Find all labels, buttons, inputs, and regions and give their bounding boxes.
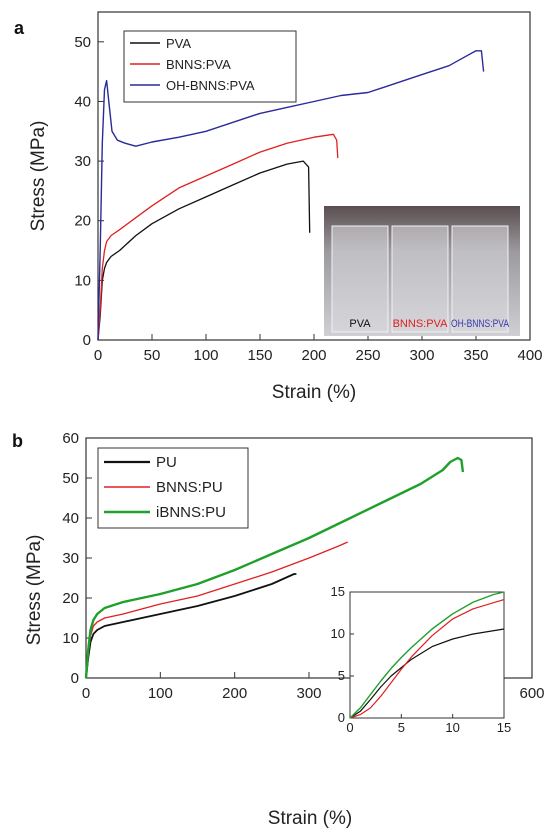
series-line-ibnns-pu xyxy=(84,456,465,679)
series-line-oh-bnns-pva xyxy=(97,50,485,341)
legend-label-ibnns-pu: iBNNS:PU xyxy=(156,504,226,521)
y-tick-label: 30 xyxy=(74,153,91,170)
photo-label-bnns-pva: BNNS:PVA xyxy=(393,318,448,330)
y-tick-label: 50 xyxy=(74,34,91,51)
panel-b-x-axis-label: Strain (%) xyxy=(268,808,352,829)
series-line-bnns-pu xyxy=(349,599,505,719)
inset-ticks: 0 5 10 15 0 5 10 15 xyxy=(331,584,512,735)
x-tick-label: 150 xyxy=(247,347,272,364)
x-tick-label: 0 xyxy=(94,347,102,364)
y-tick-label: 10 xyxy=(331,626,345,641)
legend-label-pu: PU xyxy=(156,454,177,471)
film-pva xyxy=(331,225,389,333)
x-tick-label: 250 xyxy=(355,347,380,364)
x-tick-label: 10 xyxy=(445,720,459,735)
x-tick-label: 600 xyxy=(519,685,544,702)
y-tick-label: 60 xyxy=(62,430,79,447)
panel-a-ticks: 0 50 100 150 200 250 300 350 400 0 10 20 30 40 50 xyxy=(74,34,542,364)
panel-b-letter: b xyxy=(12,431,23,451)
panel-b-legend: PU BNNS:PU iBNNS:PU xyxy=(97,447,249,529)
y-tick-label: 10 xyxy=(62,630,79,647)
x-tick-label: 0 xyxy=(346,720,353,735)
panel-b-inset: 0 5 10 15 0 5 10 15 xyxy=(331,584,512,735)
y-tick-label: 30 xyxy=(62,550,79,567)
y-tick-label: 15 xyxy=(331,584,345,599)
panel-a-legend: PVA BNNS:PVA OH-BNNS:PVA xyxy=(123,30,297,103)
panel-a-x-axis-label: Strain (%) xyxy=(272,382,356,403)
legend-label-bnns-pva: BNNS:PVA xyxy=(166,57,231,72)
x-tick-label: 300 xyxy=(409,347,434,364)
panel-a-lines xyxy=(97,50,485,341)
y-tick-label: 0 xyxy=(83,332,91,349)
film-bnns-pva xyxy=(391,225,449,333)
y-tick-label: 0 xyxy=(338,710,345,725)
photo-label-pva: PVA xyxy=(349,318,371,330)
y-tick-label: 20 xyxy=(62,590,79,607)
photo-label-oh-bnns-pva: OH-BNNS:PVA xyxy=(451,318,510,330)
x-tick-label: 100 xyxy=(148,685,173,702)
x-tick-label: 400 xyxy=(517,347,542,364)
y-tick-label: 20 xyxy=(74,213,91,230)
x-tick-label: 200 xyxy=(222,685,247,702)
panel-a-y-axis-label: Stress (MPa) xyxy=(28,121,49,232)
panel-b: b 01002003004005006000102030405060 Strai… xyxy=(12,430,545,829)
series-line-pu xyxy=(85,573,297,679)
legend-label-bnns-pu: BNNS:PU xyxy=(156,479,223,496)
x-tick-label: 100 xyxy=(193,347,218,364)
series-line-pu xyxy=(349,628,505,719)
x-tick-label: 200 xyxy=(301,347,326,364)
panel-b-y-axis-label: Stress (MPa) xyxy=(24,535,45,646)
y-tick-label: 10 xyxy=(74,272,91,289)
x-tick-label: 350 xyxy=(463,347,488,364)
legend-label-pva: PVA xyxy=(166,36,191,51)
series-line-pva xyxy=(97,160,311,341)
series-line-ibnns-pu xyxy=(349,591,505,719)
inset-frame xyxy=(349,591,505,719)
x-tick-label: 5 xyxy=(398,720,405,735)
panel-a-inset-photo: PVA BNNS:PVA OH-BNNS:PVA xyxy=(324,206,520,336)
legend-label-oh-bnns-pva: OH-BNNS:PVA xyxy=(166,78,255,93)
series-line-bnns-pva xyxy=(97,133,339,341)
series-line-bnns-pu xyxy=(85,541,348,679)
x-tick-label: 300 xyxy=(296,685,321,702)
panel-a-letter: a xyxy=(14,18,25,38)
y-tick-label: 40 xyxy=(62,510,79,527)
panel-a: a 0 50 100 150 200 250 300 350 400 0 10 20 30 40 50 St… xyxy=(14,11,543,403)
x-tick-label: 0 xyxy=(82,685,90,702)
y-tick-label: 0 xyxy=(71,670,79,687)
film-oh-bnns-pva xyxy=(451,225,509,333)
x-tick-label: 50 xyxy=(144,347,161,364)
y-tick-label: 50 xyxy=(62,470,79,487)
inset-lines xyxy=(349,591,505,719)
panel-b-lines xyxy=(84,456,465,679)
y-tick-label: 5 xyxy=(338,668,345,683)
x-tick-label: 15 xyxy=(497,720,511,735)
y-tick-label: 40 xyxy=(74,93,91,110)
